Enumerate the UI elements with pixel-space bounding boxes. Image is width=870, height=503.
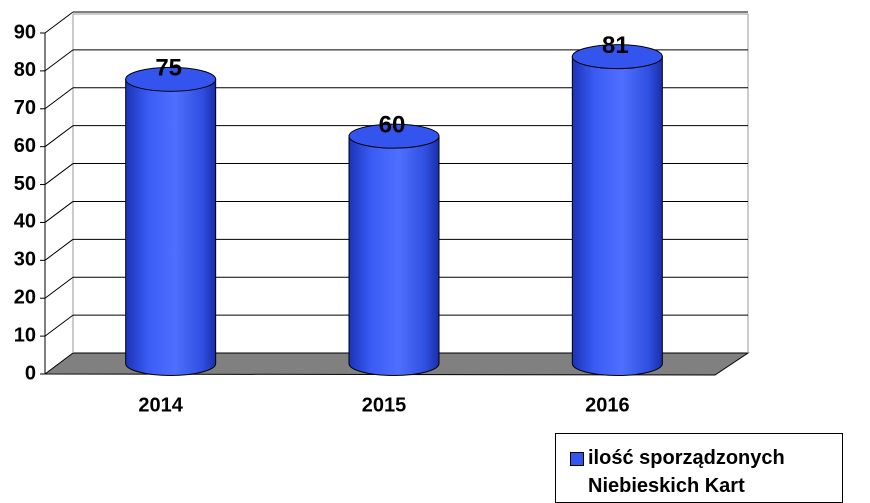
grid-line [44,125,74,148]
legend: ilość sporządzonych Niebieskich Kart [555,433,843,503]
data-label: 81 [602,32,629,59]
bar [571,56,663,376]
y-tick-label: 30 [14,249,36,271]
bar-top [125,66,217,92]
grid-line [44,276,74,299]
x-tick-label: 2016 [585,394,630,416]
bar-top [348,123,440,149]
grid-line [44,238,74,261]
bar [348,135,440,376]
y-tick-label: 0 [25,362,36,384]
legend-swatch [570,452,584,466]
bar-top [571,44,663,70]
legend-label: ilość sporządzonych Niebieskich Kart [588,447,785,497]
x-tick-label: 2015 [362,394,407,416]
bar [125,78,217,376]
y-tick-label: 10 [14,324,36,346]
data-label: 60 [379,112,406,139]
grid-line [44,314,74,337]
y-tick-label: 60 [14,135,36,157]
y-tick-label: 80 [14,59,36,81]
y-tick-label: 70 [14,97,36,119]
y-tick-label: 50 [14,173,36,195]
grid-line [44,87,74,110]
grid-line [44,201,74,223]
grid-line [44,163,74,185]
data-label: 75 [155,55,182,82]
x-tick-label: 2014 [138,394,183,416]
grid-line [44,49,74,72]
y-tick-label: 90 [14,21,36,43]
y-tick-label: 20 [14,287,36,309]
grid-line [44,11,74,34]
y-tick-label: 40 [14,211,36,233]
